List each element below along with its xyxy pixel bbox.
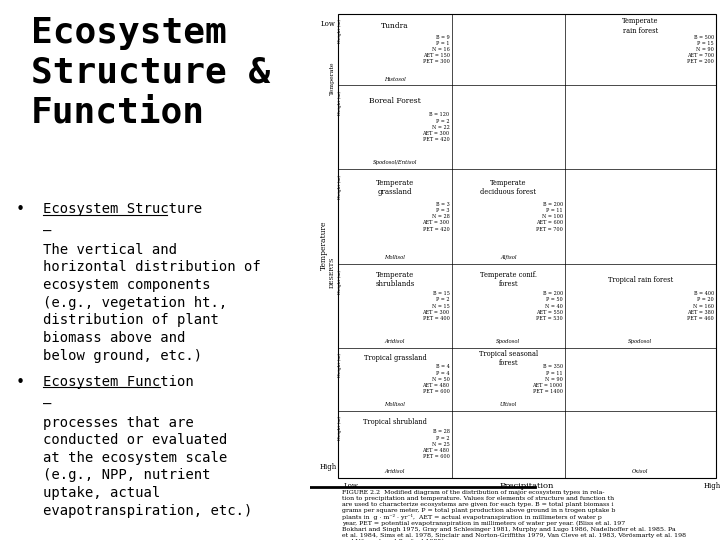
Text: –
processes that are
conducted or evaluated
at the ecosystem scale
(e.g., NPP, n: – processes that are conducted or evalua… — [43, 398, 253, 518]
Text: B = 15
P = 2
N = 15
AET = 300
PET = 400: B = 15 P = 2 N = 15 AET = 300 PET = 400 — [423, 291, 449, 321]
Text: Precipitation: Precipitation — [500, 482, 554, 490]
Text: Height (m): Height (m) — [338, 269, 343, 294]
Text: Tropical grassland: Tropical grassland — [364, 354, 426, 362]
Text: Ecosystem
Structure &
Function: Ecosystem Structure & Function — [31, 16, 270, 129]
Text: Mollisol: Mollisol — [384, 402, 405, 407]
Text: Temperate
grassland: Temperate grassland — [376, 179, 414, 196]
Text: •: • — [16, 375, 24, 390]
Text: Spodosol: Spodosol — [496, 339, 521, 344]
Text: Temperate
rain forest: Temperate rain forest — [622, 17, 659, 35]
Text: FIGURE 2.2  Modified diagram of the distribution of major ecosystem types in rel: FIGURE 2.2 Modified diagram of the distr… — [343, 490, 687, 540]
Text: Height (m): Height (m) — [338, 416, 343, 440]
Text: Tropical seasonal
forest: Tropical seasonal forest — [479, 349, 538, 367]
Text: Boreal Forest: Boreal Forest — [369, 97, 420, 105]
Text: B = 120
P = 2
N = 22
AET = 300
PET = 420: B = 120 P = 2 N = 22 AET = 300 PET = 420 — [423, 112, 449, 142]
Text: Temperate conif.
forest: Temperate conif. forest — [480, 271, 536, 288]
Text: High: High — [320, 463, 337, 471]
Text: Ecosystem Function: Ecosystem Function — [43, 375, 194, 389]
Text: Low: Low — [343, 482, 358, 490]
Text: Mollisol: Mollisol — [384, 255, 405, 260]
Text: B = 3
P = 3
N = 28
AET = 300
PET = 420: B = 3 P = 3 N = 28 AET = 300 PET = 420 — [423, 202, 449, 232]
Text: Tropical shrubland: Tropical shrubland — [363, 418, 427, 426]
Text: Temperate: Temperate — [330, 62, 335, 95]
Text: •: • — [16, 202, 24, 218]
Text: Spodosol: Spodosol — [629, 339, 652, 344]
Text: Temperature: Temperature — [320, 221, 328, 271]
Text: B = 200
P = 50
N = 40
AET = 550
PET = 530: B = 200 P = 50 N = 40 AET = 550 PET = 53… — [536, 291, 563, 321]
Text: B = 200
P = 11
N = 100
AET = 600
PET = 700: B = 200 P = 11 N = 100 AET = 600 PET = 7… — [536, 202, 563, 232]
Text: Spodosol/Entisol: Spodosol/Entisol — [373, 160, 417, 165]
Text: DESERTS: DESERTS — [330, 257, 335, 288]
Text: Low: Low — [320, 21, 336, 28]
Text: High: High — [703, 482, 720, 490]
Text: Temperate
shrublands: Temperate shrublands — [375, 271, 415, 288]
Text: B = 350
P = 11
N = 90
AET = 1000
PET = 1400: B = 350 P = 11 N = 90 AET = 1000 PET = 1… — [533, 364, 563, 394]
Text: Histosol: Histosol — [384, 77, 406, 82]
Text: Height (m): Height (m) — [338, 19, 343, 43]
Text: B = 4
P = 4
N = 50
AET = 480
PET = 600: B = 4 P = 4 N = 50 AET = 480 PET = 600 — [423, 364, 449, 394]
Text: B = 500
P = 15
N = 90
AET = 700
PET = 200: B = 500 P = 15 N = 90 AET = 700 PET = 20… — [687, 35, 714, 64]
Text: Aridisol: Aridisol — [384, 469, 405, 474]
Text: Oxisol: Oxisol — [632, 469, 649, 474]
Text: Height (m): Height (m) — [338, 91, 343, 115]
Text: –
The vertical and
horizontal distribution of
ecosystem components
(e.g., vegeta: – The vertical and horizontal distributi… — [43, 225, 261, 362]
Text: Tropical rain forest: Tropical rain forest — [608, 276, 673, 284]
Text: Ecosystem Structure: Ecosystem Structure — [43, 202, 202, 217]
Text: Temperate
deciduous forest: Temperate deciduous forest — [480, 179, 536, 196]
Text: B = 400
P = 20
N = 160
AET = 380
PET = 460: B = 400 P = 20 N = 160 AET = 380 PET = 4… — [687, 291, 714, 321]
Text: B = 9
P = 1
N = 16
AET = 150
PET = 300: B = 9 P = 1 N = 16 AET = 150 PET = 300 — [423, 35, 449, 64]
Text: Height (m): Height (m) — [338, 174, 343, 199]
Text: Aridisol: Aridisol — [384, 339, 405, 344]
Text: Alfisol: Alfisol — [500, 255, 516, 260]
Text: Tundra: Tundra — [381, 22, 409, 30]
Text: Height (m): Height (m) — [338, 353, 343, 377]
Text: Ultisol: Ultisol — [500, 402, 517, 407]
Text: B = 28
P = 2
N = 25
AET = 480
PET = 600: B = 28 P = 2 N = 25 AET = 480 PET = 600 — [423, 429, 449, 459]
